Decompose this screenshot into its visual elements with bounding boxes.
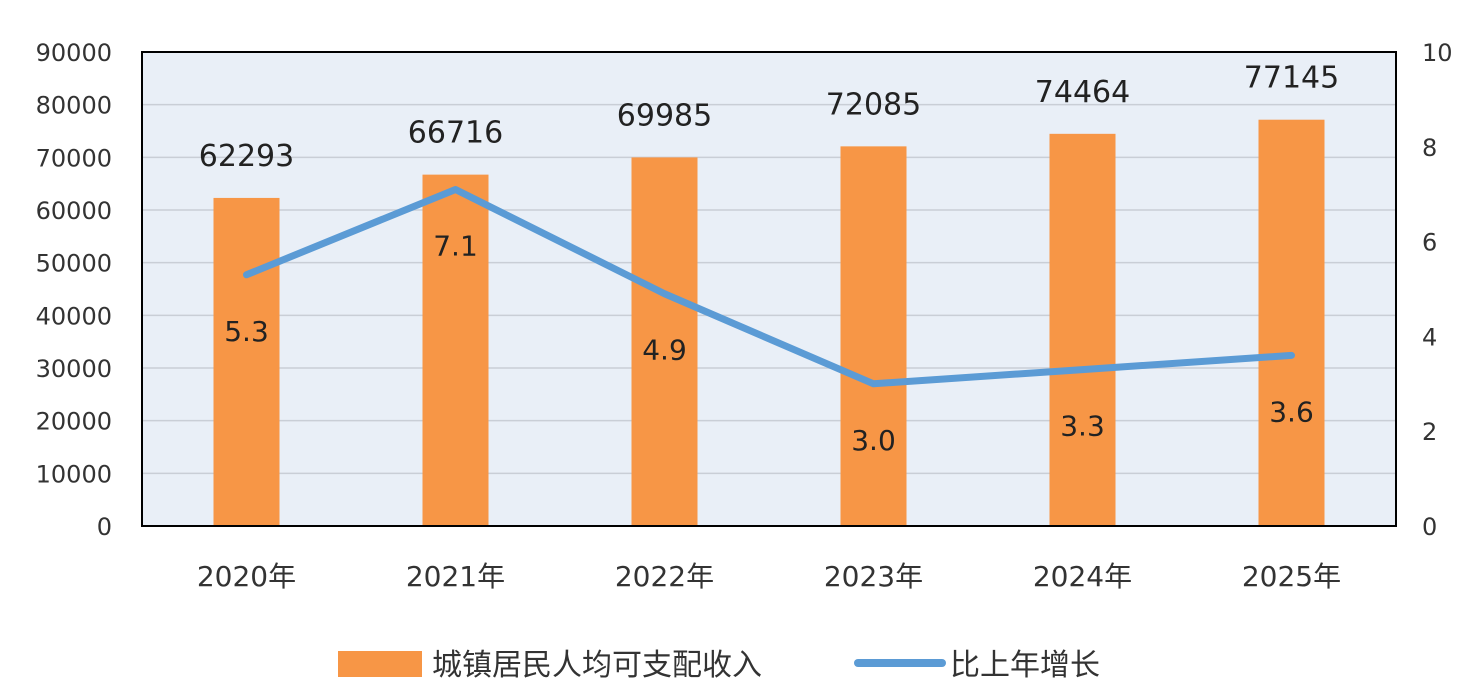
line-data-label: 3.0 [851, 424, 896, 457]
plot-area [142, 52, 1396, 526]
line-data-label: 4.9 [642, 334, 687, 367]
bar-series: 62293 66716 69985 72085 74464 77145 [199, 61, 1339, 527]
legend-bar-label: 城镇居民人均可支配收入 [432, 648, 762, 683]
x-axis-tick-label: 2022年 [615, 560, 714, 593]
left-axis-tick-label: 20000 [36, 408, 112, 436]
right-axis-tick-label: 4 [1422, 323, 1437, 351]
plot-border [141, 51, 1397, 527]
x-axis-tick-label: 2020年 [197, 560, 296, 593]
bar-data-label: 74464 [1035, 75, 1130, 110]
bar-data-label: 77145 [1244, 61, 1339, 96]
left-axis-ticks: 0 10000 20000 30000 40000 50000 60000 70000 8000… [36, 39, 112, 541]
line-data-label: 3.3 [1060, 410, 1105, 443]
x-axis-tick-label: 2025年 [1242, 560, 1341, 593]
bar [213, 197, 280, 527]
right-axis-tick-label: 2 [1422, 418, 1437, 446]
line-data-label: 5.3 [224, 315, 269, 348]
right-axis-tick-label: 10 [1422, 39, 1453, 67]
legend-line-label: 比上年增长 [950, 648, 1100, 683]
line-data-label: 7.1 [433, 229, 478, 262]
line-data-label: 3.6 [1269, 395, 1314, 428]
left-axis-tick-label: 80000 [36, 92, 112, 120]
x-axis-tick-label: 2024年 [1033, 560, 1132, 593]
x-axis-tick-label: 2021年 [406, 560, 505, 593]
x-axis-tick-label: 2023年 [824, 560, 923, 593]
left-axis-tick-label: 30000 [36, 355, 112, 383]
line-series: 5.3 7.1 4.9 3.0 3.3 3.6 [224, 185, 1314, 457]
legend-bar-swatch [338, 651, 422, 677]
left-axis-tick-label: 50000 [36, 250, 112, 278]
bar [631, 157, 698, 526]
left-axis-tick-label: 60000 [36, 197, 112, 225]
growth-line [243, 185, 1295, 388]
left-axis-tick-label: 0 [97, 513, 112, 541]
bar-data-label: 72085 [826, 87, 921, 122]
bar [1049, 133, 1116, 526]
left-axis-tick-label: 90000 [36, 39, 112, 67]
right-axis-tick-label: 8 [1422, 134, 1437, 162]
right-axis-ticks: 0 2 4 6 8 10 [1422, 39, 1453, 541]
right-axis-tick-label: 6 [1422, 229, 1437, 257]
left-axis-tick-label: 40000 [36, 302, 112, 330]
bar-data-label: 66716 [408, 116, 503, 151]
bar-data-label: 69985 [617, 98, 712, 133]
bar [840, 146, 907, 526]
legend: 城镇居民人均可支配收入 比上年增长 [338, 648, 1100, 683]
bar-data-label: 62293 [199, 139, 294, 174]
bar [422, 174, 489, 526]
right-axis-tick-label: 0 [1422, 513, 1437, 541]
x-axis-ticks: 2020年 2021年 2022年 2023年 2024年 2025年 [197, 560, 1341, 593]
left-axis-tick-label: 70000 [36, 144, 112, 172]
left-axis-tick-label: 10000 [36, 460, 112, 488]
bar [1258, 119, 1325, 526]
